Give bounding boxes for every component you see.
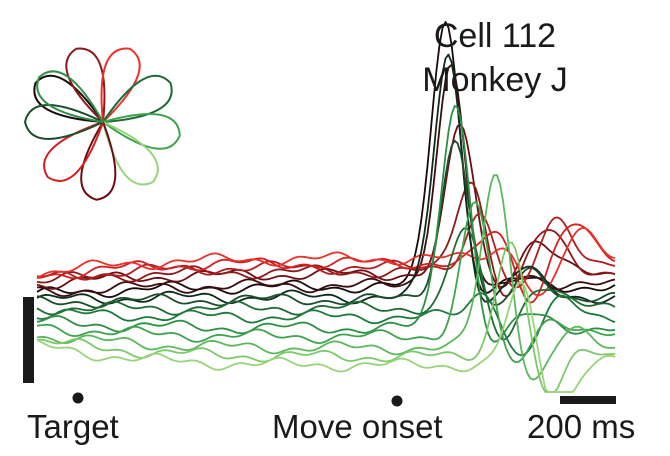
reach-trajectory-7 — [80, 121, 117, 201]
move-onset-label: Move onset — [272, 408, 443, 445]
firing-rate-traces — [36, 21, 616, 393]
reach-trajectory-1 — [33, 74, 104, 123]
condition-trace-13 — [36, 201, 616, 363]
condition-trace-14 — [36, 174, 616, 381]
target-marker — [72, 392, 84, 404]
scale-bar-label: 200 ms — [527, 408, 636, 445]
condition-trace-4 — [36, 181, 616, 298]
condition-trace-9 — [36, 139, 616, 309]
reach-trajectory-8 — [43, 121, 104, 182]
time-scale-bar — [560, 396, 616, 404]
condition-trace-15 — [36, 241, 616, 393]
vertical-scale-bar — [23, 297, 34, 383]
condition-trace-16 — [36, 281, 616, 393]
reach-trajectory-2 — [65, 47, 106, 123]
condition-trace-11 — [36, 292, 616, 357]
condition-trace-6 — [36, 223, 616, 304]
target-label: Target — [27, 408, 119, 445]
chart-title: Cell 112 Monkey J — [400, 14, 590, 102]
reach-trajectory-9 — [23, 104, 104, 140]
reach-trajectory-10 — [36, 70, 104, 123]
title-line-cell: Cell 112 — [433, 17, 557, 55]
reach-trajectory-4 — [102, 74, 173, 123]
reach-trajectory-6 — [102, 121, 159, 186]
move-onset-marker — [391, 395, 403, 407]
reach-trajectory-5 — [102, 112, 181, 150]
condition-trace-5 — [36, 212, 616, 289]
condition-trace-7 — [36, 227, 616, 297]
title-line-monkey: Monkey J — [422, 61, 568, 99]
reach-trajectory-3 — [100, 47, 141, 123]
reach-trajectories-inset — [23, 47, 181, 201]
